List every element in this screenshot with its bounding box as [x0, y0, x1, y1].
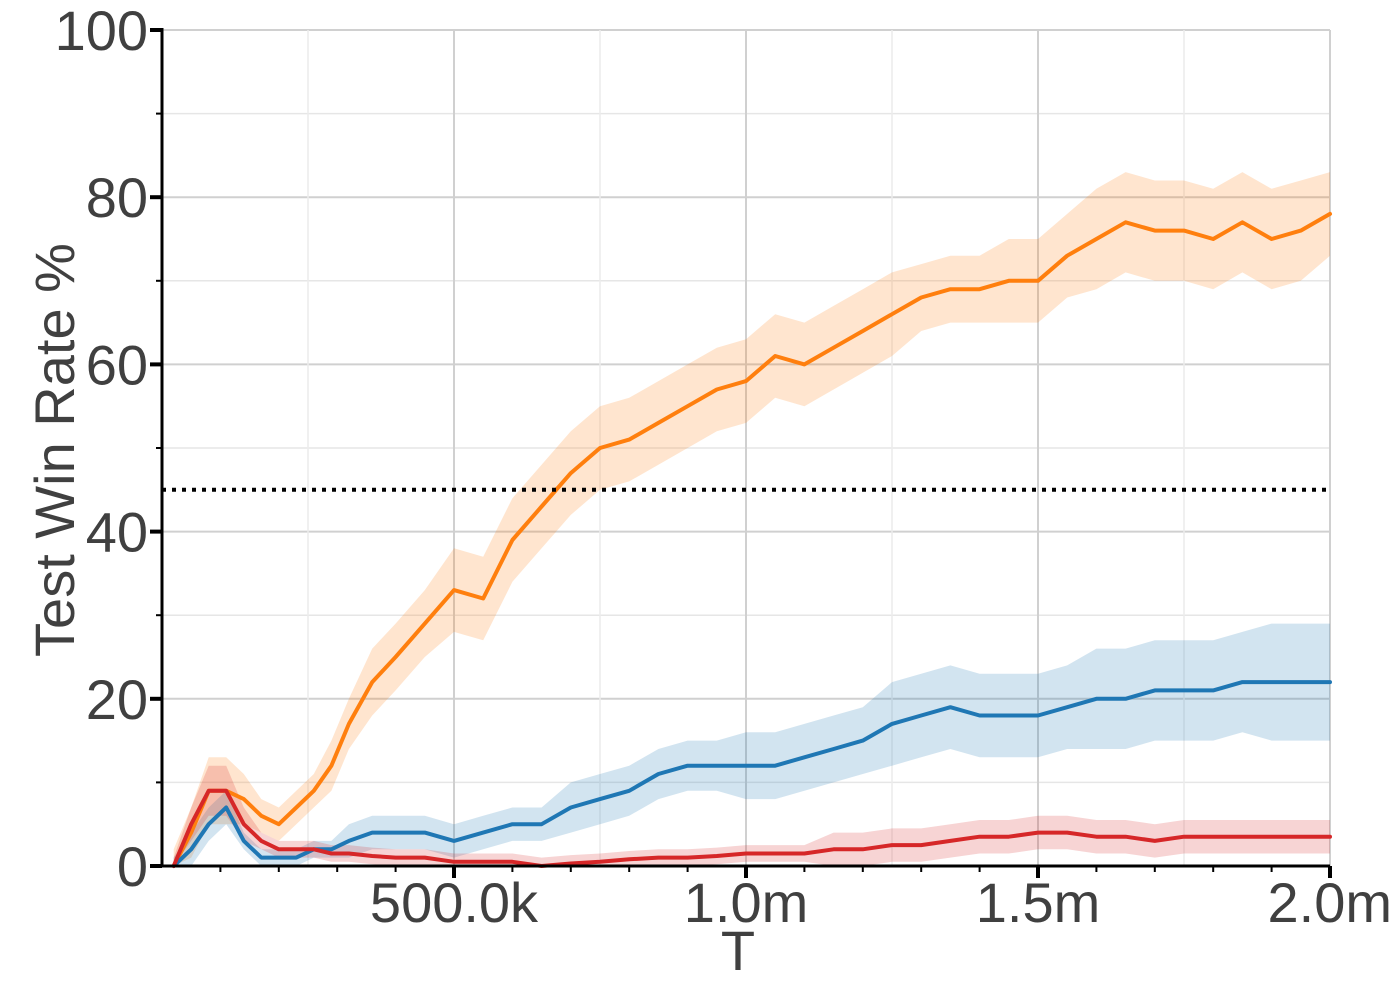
y-tick-label: 20 [86, 668, 148, 731]
y-tick-label: 0 [117, 835, 148, 898]
x-axis-label: T [721, 919, 755, 982]
y-tick-label: 40 [86, 501, 148, 564]
x-tick-label: 2.0m [1268, 871, 1393, 934]
y-axis-label: Test Win Rate % [23, 243, 86, 657]
series-line-1 [171, 680, 1332, 868]
y-tick-label: 100 [55, 0, 148, 62]
series-band-1 [173, 623, 1331, 866]
x-tick-label: 500.0k [370, 871, 539, 934]
series-lines [171, 211, 1332, 868]
confidence-bands [173, 172, 1331, 867]
x-tick-label: 1.0m [684, 871, 809, 934]
y-tick-label: 80 [86, 166, 148, 229]
y-tick-label: 60 [86, 333, 148, 396]
tick-labels: 0 20 40 60 80 100 500.0k 1.0m 1.5m 2.0m [55, 0, 1392, 934]
series-line-0 [171, 211, 1332, 868]
axes [150, 28, 1332, 878]
series-band-2 [173, 765, 1331, 866]
series-line-2 [171, 788, 1332, 868]
series-band-0 [173, 172, 1331, 867]
x-tick-label: 1.5m [976, 871, 1101, 934]
